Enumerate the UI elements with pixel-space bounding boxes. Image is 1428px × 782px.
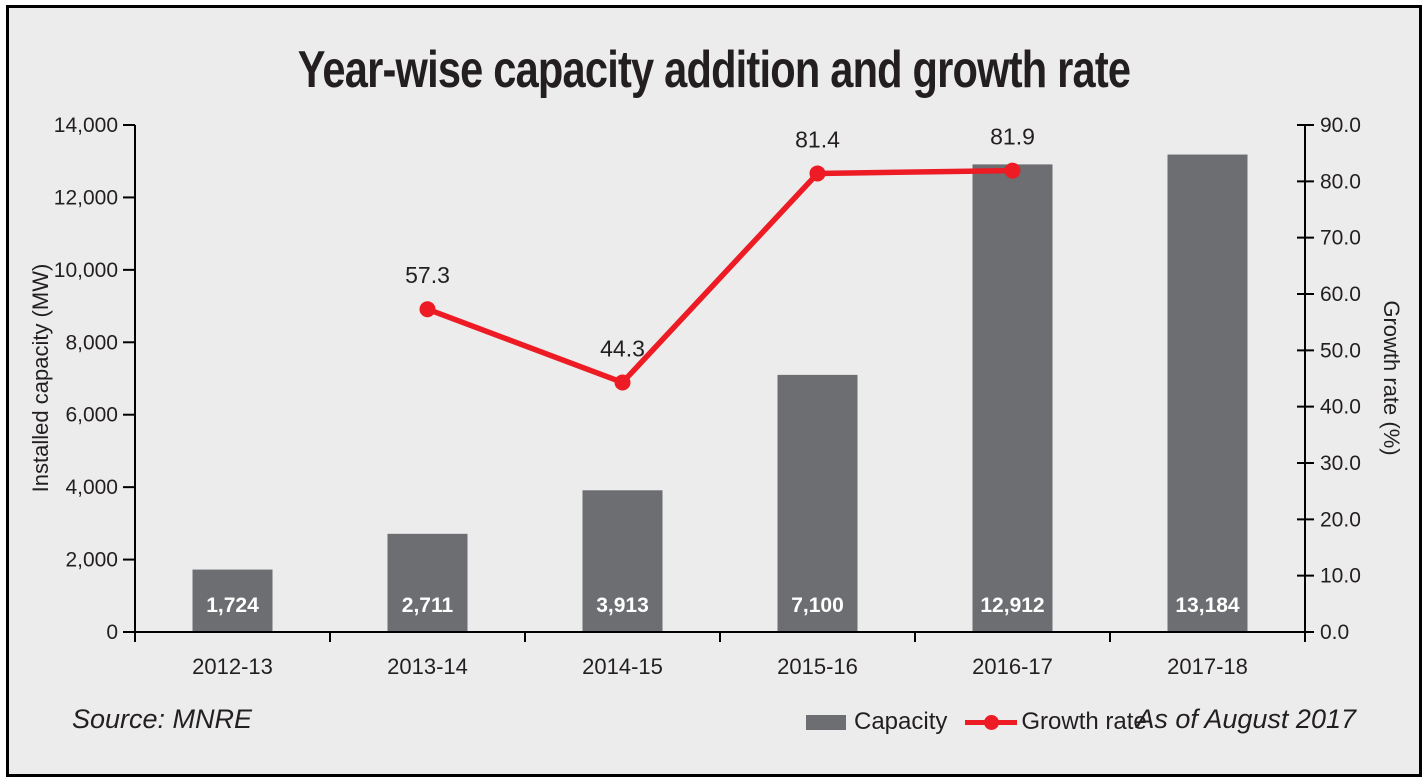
- growth-rate-point-label: 57.3: [405, 262, 450, 288]
- left-axis-tick-label: 12,000: [54, 186, 118, 209]
- category-label: 2012-13: [192, 654, 273, 679]
- legend-item-growth-rate: Growth rate: [965, 708, 1147, 736]
- bar-value-label: 13,184: [1175, 594, 1240, 617]
- growth-rate-line: [426, 167, 1013, 386]
- bar-value-label: 1,724: [206, 594, 259, 617]
- growth-rate-point-label: 44.3: [600, 335, 645, 361]
- category-label: 2016-17: [972, 654, 1053, 679]
- legend: Capacity Growth rate: [806, 708, 1165, 736]
- capacity-bar: [777, 374, 858, 632]
- growth-rate-point: [809, 165, 826, 182]
- capacity-bar: [192, 569, 273, 632]
- legend-item-capacity: Capacity: [806, 708, 947, 736]
- capacity-bar: [387, 533, 468, 632]
- left-axis-tick-label: 10,000: [54, 259, 118, 282]
- category-label: 2014-15: [582, 654, 663, 679]
- legend-label-capacity: Capacity: [854, 708, 948, 735]
- right-axis-tick-label: 10.0: [1320, 565, 1361, 588]
- bar-value-label: 7,100: [791, 594, 844, 617]
- right-axis-tick-label: 50.0: [1320, 339, 1361, 362]
- right-axis-title: Growth rate (%): [1379, 300, 1404, 455]
- capacity-bar: [582, 490, 663, 632]
- chart-title: Year-wise capacity addition and growth r…: [297, 41, 1131, 99]
- bar-value-label: 12,912: [980, 594, 1044, 617]
- left-axis-tick-label: 2,000: [65, 549, 118, 572]
- left-axis-tick-label: 8,000: [65, 331, 118, 354]
- legend-label-growth-rate: Growth rate: [1021, 708, 1147, 735]
- capacity-legend-swatch: [806, 714, 846, 730]
- bar-value-label: 3,913: [596, 594, 649, 617]
- growth-rate-legend-dot: [984, 714, 1000, 730]
- right-axis-tick-label: 0.0: [1320, 621, 1349, 644]
- right-axis-tick-label: 40.0: [1320, 396, 1361, 419]
- right-axis-tick-label: 70.0: [1320, 227, 1361, 250]
- category-label: 2015-16: [777, 654, 858, 679]
- growth-rate-point: [614, 374, 631, 391]
- chart-footer: Source: MNRE Capacity Growth rate As of …: [0, 698, 1428, 748]
- growth-rate-point: [419, 301, 436, 318]
- left-axis-tick-label: 4,000: [65, 476, 118, 499]
- bar-value-label: 2,711: [402, 594, 454, 617]
- left-axis-title: Installed capacity (MW): [28, 264, 53, 493]
- right-axis-tick-label: 30.0: [1320, 452, 1361, 475]
- right-axis-tick-label: 20.0: [1320, 508, 1361, 531]
- growth-rate-legend-line: [965, 714, 1018, 730]
- category-label: 2013-14: [387, 654, 468, 679]
- source-note: Source: MNRE: [72, 704, 253, 734]
- growth-rate-point-label: 81.9: [990, 124, 1035, 150]
- capacity-bar: [972, 164, 1053, 633]
- category-label: 2017-18: [1167, 654, 1248, 679]
- left-axis-tick-label: 0: [106, 621, 118, 644]
- growth-rate-point: [1004, 162, 1021, 179]
- right-axis-tick-label: 90.0: [1320, 114, 1361, 137]
- left-axis-tick-label: 14,000: [54, 114, 118, 137]
- left-axis-tick-label: 6,000: [65, 404, 118, 427]
- right-axis-tick-label: 80.0: [1320, 170, 1361, 193]
- as-of-note: As of August 2017: [1136, 704, 1356, 734]
- growth-rate-point-label: 81.4: [795, 126, 840, 152]
- capacity-bar: [1167, 154, 1248, 633]
- right-axis-tick-label: 60.0: [1320, 283, 1361, 306]
